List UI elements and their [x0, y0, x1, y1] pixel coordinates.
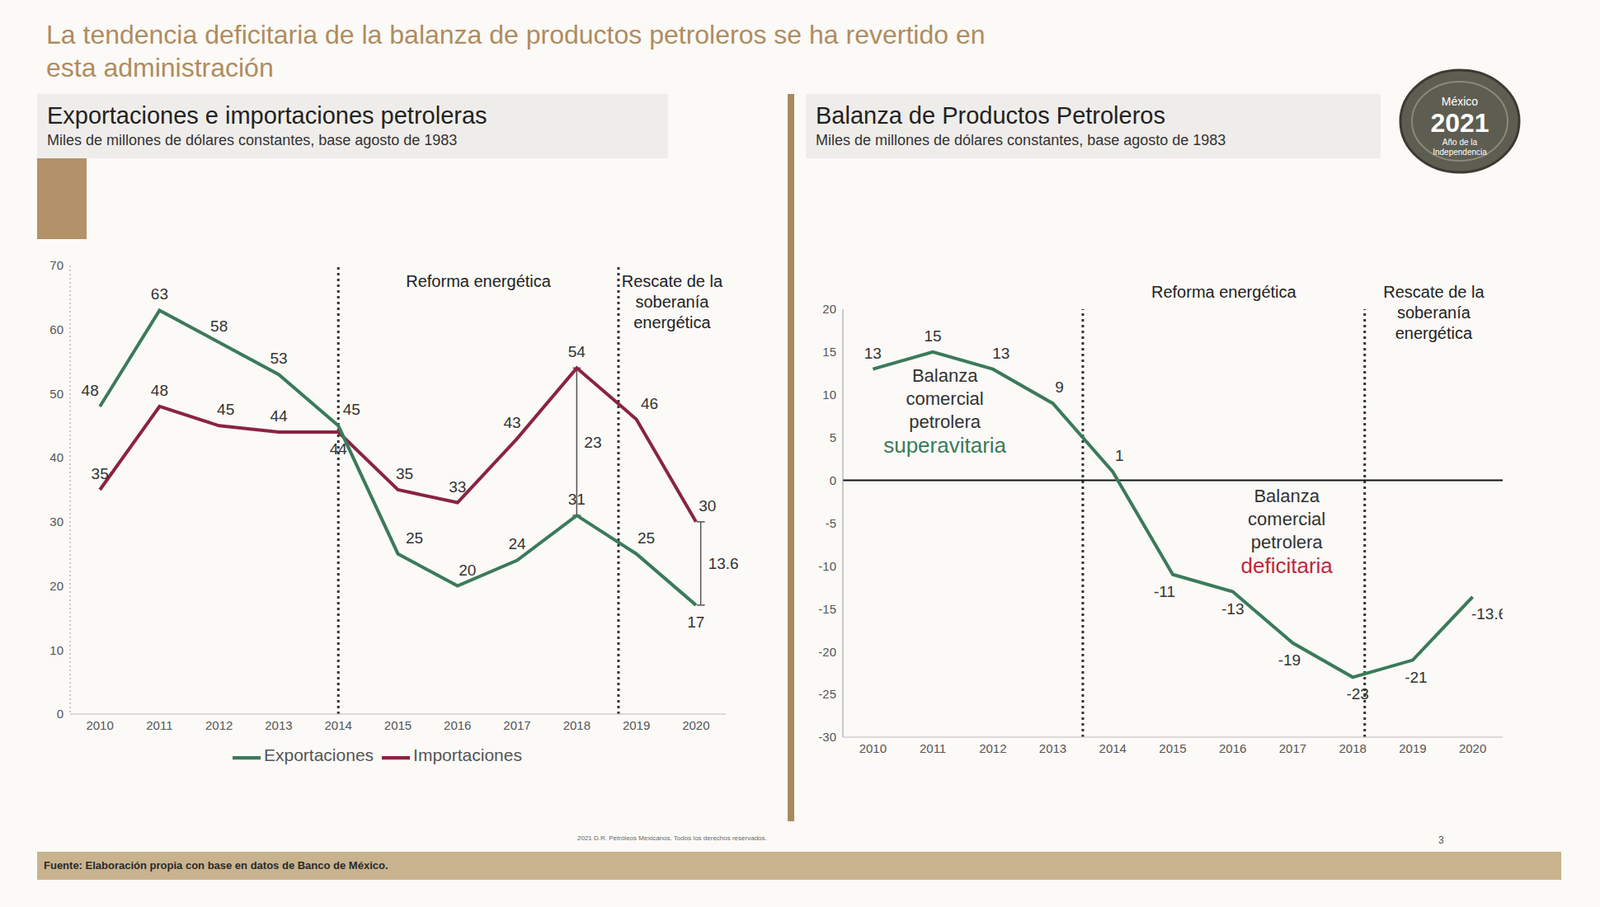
- svg-text:24: 24: [508, 535, 527, 553]
- svg-text:-15: -15: [818, 602, 837, 617]
- svg-text:Independencia: Independencia: [1432, 147, 1488, 157]
- svg-text:-21: -21: [1404, 668, 1427, 687]
- svg-text:10: 10: [49, 643, 64, 658]
- svg-text:Balanzacomercialpetroleradefic: Balanzacomercialpetroleradeficitaria: [1241, 485, 1334, 579]
- svg-text:46: 46: [640, 395, 659, 413]
- svg-text:25: 25: [637, 529, 655, 547]
- svg-text:2020: 2020: [682, 718, 710, 733]
- svg-text:-23: -23: [1345, 685, 1369, 703]
- svg-text:70: 70: [49, 258, 64, 273]
- svg-text:48: 48: [150, 381, 169, 400]
- svg-text:2016: 2016: [1218, 741, 1247, 756]
- svg-text:25: 25: [405, 529, 424, 547]
- svg-text:2013: 2013: [264, 718, 292, 733]
- svg-text:México: México: [1441, 94, 1479, 109]
- svg-text:Reforma energética: Reforma energética: [405, 272, 552, 291]
- svg-text:-13: -13: [1221, 600, 1244, 618]
- svg-text:2017: 2017: [1279, 741, 1307, 756]
- svg-text:0: 0: [56, 706, 64, 721]
- svg-text:45: 45: [216, 400, 235, 419]
- svg-text:2017: 2017: [503, 718, 531, 733]
- svg-text:35: 35: [91, 465, 109, 483]
- svg-text:9: 9: [1054, 378, 1064, 396]
- svg-text:2012: 2012: [978, 741, 1007, 756]
- html-text:2021 D.R. Petróleos Mexicanos.: 2021 D.R. Petróleos Mexicanos. Todos los…: [577, 834, 767, 843]
- svg-text:30: 30: [698, 497, 716, 515]
- svg-text:1: 1: [1115, 447, 1125, 465]
- svg-text:Balanzacomercialpetrolerasuper: Balanzacomercialpetrolerasuperavitaria: [883, 365, 1007, 458]
- svg-text:2019: 2019: [1398, 741, 1426, 756]
- svg-text:2013: 2013: [1039, 741, 1067, 756]
- svg-text:53: 53: [269, 349, 288, 368]
- html-text:Balanza de Productos Petrolero: Balanza de Productos Petroleros: [815, 102, 1166, 129]
- svg-text:15: 15: [924, 327, 942, 345]
- svg-text:30: 30: [49, 514, 64, 529]
- svg-text:13: 13: [864, 344, 882, 363]
- svg-text:Año de la: Año de la: [1442, 137, 1478, 147]
- html-text:Miles de millones de dólares c: Miles de millones de dólares constantes,…: [815, 131, 1226, 149]
- svg-text:-19: -19: [1278, 651, 1301, 669]
- svg-text:2010: 2010: [859, 741, 887, 756]
- svg-text:15: 15: [822, 344, 837, 359]
- svg-text:2011: 2011: [919, 741, 946, 756]
- html-text:Importaciones: Importaciones: [413, 745, 523, 765]
- svg-text:54: 54: [568, 343, 587, 361]
- svg-text:31: 31: [568, 490, 586, 509]
- svg-text:2014: 2014: [1099, 741, 1127, 756]
- svg-text:2019: 2019: [622, 718, 650, 733]
- svg-text:2015: 2015: [384, 718, 412, 733]
- svg-text:40: 40: [49, 450, 64, 465]
- svg-text:44: 44: [329, 440, 349, 458]
- svg-text:58: 58: [210, 317, 228, 335]
- svg-text:60: 60: [49, 322, 64, 337]
- svg-text:20: 20: [458, 561, 476, 579]
- svg-text:35: 35: [395, 465, 414, 483]
- svg-text:0: 0: [829, 473, 837, 488]
- svg-text:2021: 2021: [1430, 108, 1489, 138]
- svg-text:20: 20: [822, 301, 837, 316]
- svg-text:2018: 2018: [563, 718, 591, 733]
- svg-text:45: 45: [343, 400, 361, 419]
- html-text:Miles de millones de dólares c: Miles de millones de dólares constantes,…: [47, 131, 458, 149]
- html-text:La tendencia deficitaria de la: La tendencia deficitaria de la balanza d…: [46, 19, 986, 83]
- svg-text:2018: 2018: [1338, 741, 1366, 756]
- svg-text:33: 33: [448, 478, 466, 496]
- svg-text:-10: -10: [818, 559, 837, 574]
- svg-text:2014: 2014: [324, 718, 353, 733]
- svg-text:2015: 2015: [1158, 741, 1186, 756]
- svg-text:-20: -20: [818, 644, 837, 659]
- svg-text:63: 63: [150, 285, 169, 303]
- svg-text:13.6: 13.6: [708, 555, 739, 573]
- svg-text:2012: 2012: [205, 718, 233, 733]
- svg-text:2020: 2020: [1458, 741, 1487, 756]
- svg-text:Reforma energética: Reforma energética: [1151, 282, 1298, 302]
- svg-text:2010: 2010: [85, 718, 113, 733]
- html-text:Fuente: Elaboración propia con: Fuente: Elaboración propia con base en d…: [43, 859, 389, 872]
- svg-text:5: 5: [829, 430, 837, 445]
- svg-text:-11: -11: [1153, 583, 1176, 601]
- svg-text:17: 17: [687, 613, 705, 631]
- svg-text:Rescate de lasoberaníaenergéti: Rescate de lasoberaníaenergética: [1383, 282, 1485, 343]
- html-text:Exportaciones: Exportaciones: [263, 745, 374, 765]
- svg-text:48: 48: [81, 381, 99, 400]
- svg-text:-5: -5: [825, 516, 837, 531]
- svg-text:50: 50: [49, 386, 64, 401]
- html-text:3: 3: [1438, 834, 1444, 847]
- svg-text:-25: -25: [818, 687, 837, 702]
- svg-text:-30: -30: [818, 729, 837, 744]
- html-text:Exportaciones e importaciones: Exportaciones e importaciones petroleras: [47, 102, 488, 129]
- svg-text:23: 23: [583, 433, 602, 452]
- svg-text:20: 20: [49, 578, 64, 593]
- svg-text:44: 44: [269, 407, 288, 425]
- svg-text:13: 13: [992, 344, 1010, 363]
- svg-text:10: 10: [822, 387, 837, 402]
- svg-text:-13.6: -13.6: [1471, 605, 1503, 623]
- svg-text:2011: 2011: [145, 718, 173, 733]
- svg-text:2016: 2016: [443, 718, 471, 733]
- svg-text:43: 43: [503, 414, 521, 432]
- svg-text:Rescate de lasoberaníaenergéti: Rescate de lasoberaníaenergética: [621, 272, 724, 332]
